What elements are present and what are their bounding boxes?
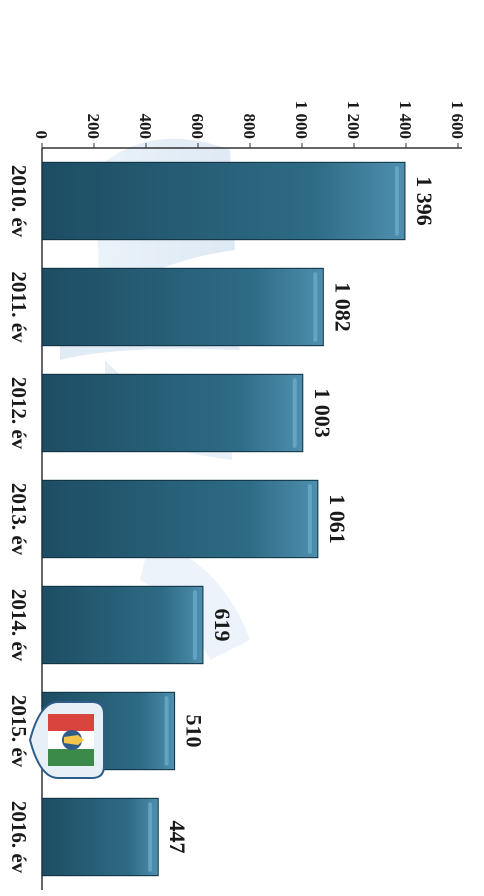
category-label: 2015. év (7, 695, 31, 768)
bar (41, 797, 159, 877)
bar-rect (41, 161, 406, 241)
bar-rect (41, 797, 159, 877)
bar-highlight (192, 590, 197, 660)
bar (41, 373, 304, 453)
y-tick-label: 400 (136, 114, 155, 140)
bar-highlight (292, 378, 297, 448)
y-tick-label: 1 400 (396, 101, 415, 139)
category-label: 2011. év (7, 271, 31, 343)
value-label: 1 396 (412, 176, 437, 226)
bar-rect (41, 267, 324, 347)
category-label: 2014. év (7, 589, 31, 662)
category-label: 2016. év (7, 801, 31, 874)
bar-rect (41, 479, 319, 559)
bar-highlight (164, 696, 169, 766)
value-label: 1 003 (310, 388, 335, 438)
value-label: 1 082 (330, 282, 355, 332)
bar (41, 585, 204, 665)
police-emblem-icon (28, 701, 105, 779)
y-tick-label: 1 600 (448, 101, 467, 139)
bar-rect (41, 373, 304, 453)
bar-highlight (313, 272, 318, 342)
value-label: 447 (165, 821, 190, 854)
value-label: 1 061 (325, 494, 350, 544)
bar (41, 161, 406, 241)
category-label: 2010. év (7, 165, 31, 238)
y-tick-label: 800 (240, 114, 259, 140)
y-tick-label: 1 200 (344, 101, 363, 139)
bar-highlight (148, 802, 153, 872)
category-label: 2013. év (7, 483, 31, 556)
y-tick-label: 600 (188, 114, 207, 140)
category-label: 2012. év (7, 377, 31, 450)
y-tick-label: 200 (84, 114, 103, 140)
value-label: 510 (182, 715, 207, 748)
y-tick-label: 1 000 (292, 101, 311, 139)
bar (41, 479, 319, 559)
y-tick-label: 0 (32, 131, 51, 140)
bar-highlight (394, 166, 399, 236)
bar-rect (41, 585, 204, 665)
bar (41, 267, 324, 347)
value-label: 619 (210, 609, 235, 642)
bar-highlight (307, 484, 312, 554)
